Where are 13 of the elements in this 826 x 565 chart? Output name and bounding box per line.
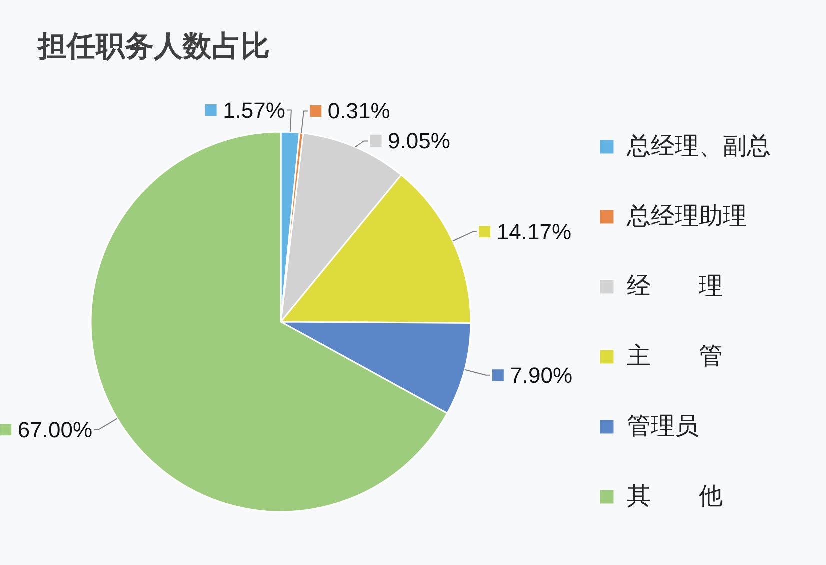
data-label: 14.17%	[496, 219, 572, 244]
chart-title: 担任职务人数占比	[37, 31, 270, 63]
data-label: 1.57%	[223, 98, 286, 123]
legend-label: 总经理助理	[626, 204, 747, 230]
legend-label: 主 管	[627, 343, 723, 370]
legend-label: 管理员	[627, 414, 699, 440]
data-label: 0.31%	[328, 98, 390, 124]
legend-label: 其 他	[627, 484, 723, 510]
data-label: 9.05%	[388, 128, 450, 154]
data-label: 7.90%	[510, 362, 573, 388]
legend-label: 总经理、副总	[626, 134, 771, 160]
legend-label: 经 理	[627, 274, 723, 300]
data-label: 67.00%	[18, 417, 93, 442]
